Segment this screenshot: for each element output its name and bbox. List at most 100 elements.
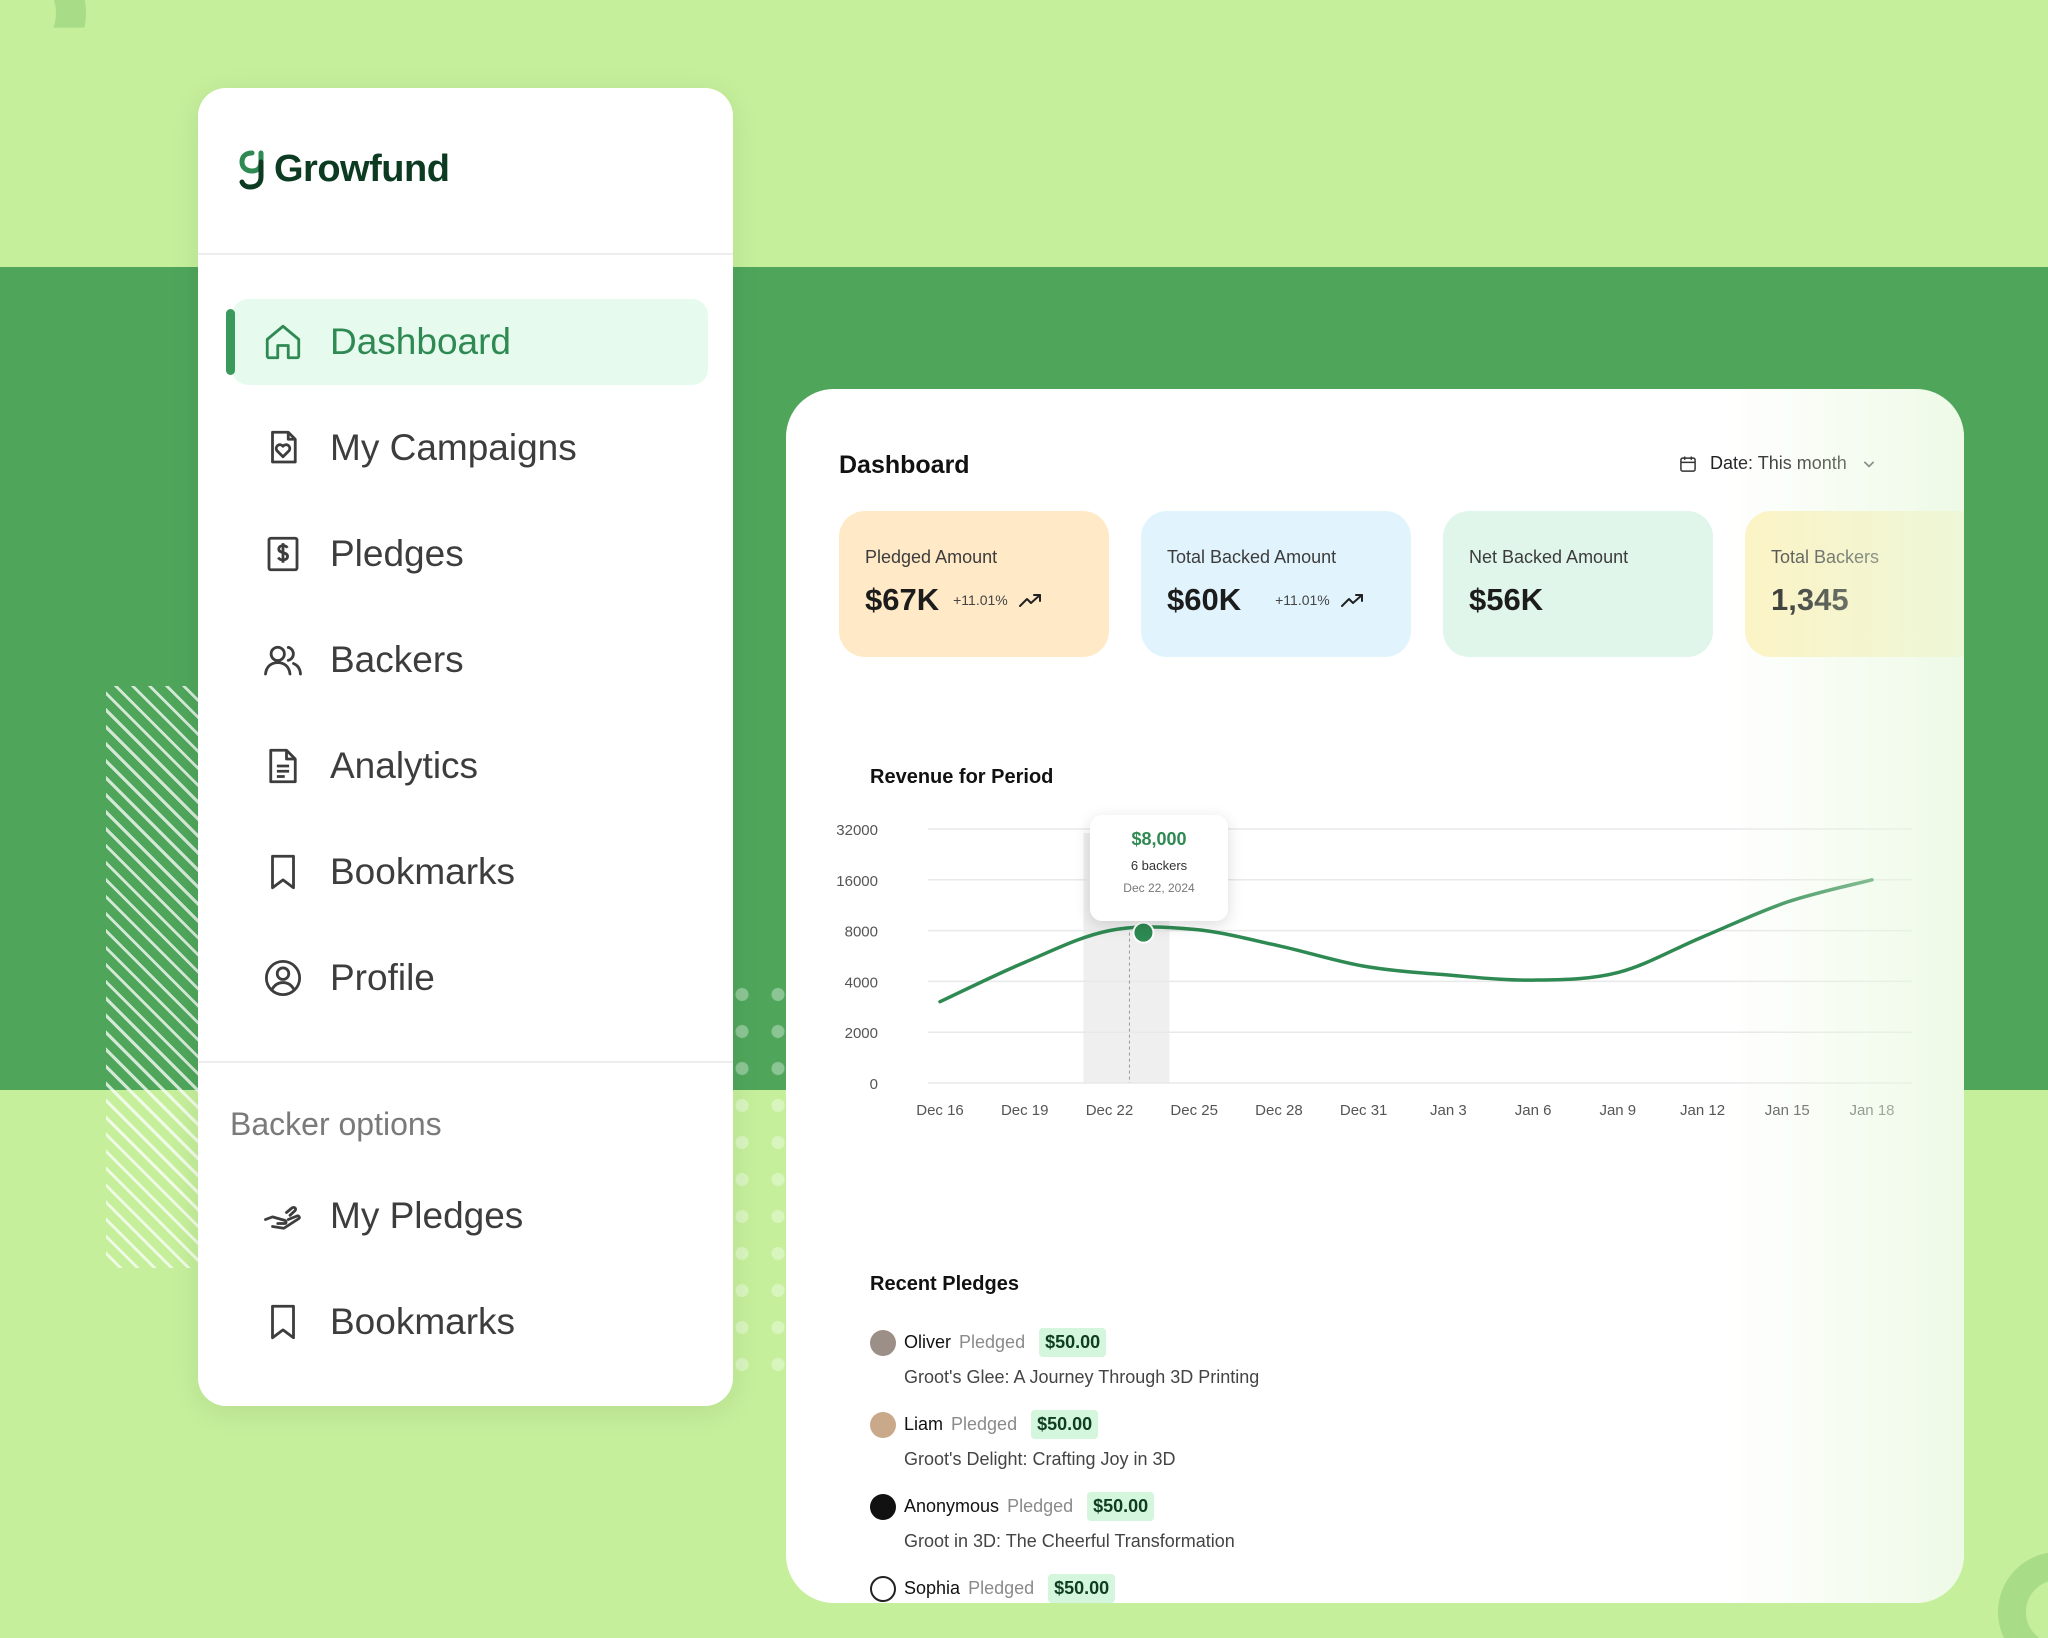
sidebar-item-label: My Campaigns [330,427,577,468]
stat-card-total-backed[interactable]: Total Backed Amount $60K +11.01% [1141,511,1411,657]
list-item[interactable]: Anonymous Pledged $50.00 Groot in 3D: Th… [870,1492,1235,1552]
sidebar-item-label: Profile [330,957,435,998]
x-tick-label: Dec 22 [1086,1102,1134,1119]
sidebar-item-bookmarks[interactable]: Bookmarks [232,829,708,915]
y-tick-label: 16000 [836,873,878,890]
x-tick-label: Jan 18 [1849,1102,1894,1119]
x-tick-label: Jan 9 [1599,1102,1636,1119]
pledge-name: Sophia [904,1578,961,1598]
decorative-dots [724,976,788,1376]
decorative-arc [0,0,86,28]
card-change: +11.01% [1275,592,1330,608]
section-label-backer-options: Backer options [230,1106,442,1142]
pledge-amount: $50.00 [1039,1328,1107,1357]
trend-up-icon [1340,594,1363,607]
decorative-arc [1998,1552,2048,1638]
app-logo[interactable]: Growfund [238,148,450,191]
pledge-verb: Pledged [959,1332,1026,1352]
y-tick-label: 2000 [845,1025,878,1042]
x-tick-label: Dec 31 [1340,1102,1388,1119]
chart-tooltip: $8,000 6 backers Dec 22, 2024 [1090,815,1228,921]
x-tick-label: Jan 15 [1765,1102,1810,1119]
chart-title: Revenue for Period [870,766,1054,788]
card-value: 1,345 [1771,582,1849,617]
card-label: Total Backed Amount [1167,547,1337,567]
stat-card-total-backers[interactable]: Total Backers 1,345 [1745,511,1964,657]
recent-pledges-title: Recent Pledges [870,1273,1019,1295]
x-tick-label: Dec 25 [1170,1102,1218,1119]
revenue-chart[interactable]: 32000 16000 8000 4000 2000 0 Dec 16 Dec 19 Dec 2… [836,799,1942,1129]
card-value: $67K [865,582,940,617]
hand-pledge-icon [264,1205,301,1230]
sidebar: Growfund Dashboard My Campaigns Pledges … [198,88,733,1406]
x-tick-label: Jan 6 [1515,1102,1552,1119]
avatar [870,1493,896,1520]
avatar [870,1411,896,1438]
growfund-logo-icon [239,150,264,190]
x-tick-label: Jan 12 [1680,1102,1725,1119]
campaign-heart-icon [271,430,297,464]
list-item[interactable]: Oliver Pledged $50.00 Groot's Glee: A Jo… [870,1328,1259,1388]
date-filter-label: Date: This month [1710,453,1847,473]
pledge-verb: Pledged [951,1414,1018,1434]
sidebar-item-my-pledges[interactable]: My Pledges [232,1173,708,1259]
sidebar-item-pledges[interactable]: Pledges [232,511,708,597]
users-icon [264,645,302,676]
divider [198,1061,733,1063]
series-line [938,878,1874,1004]
y-tick-label: 8000 [845,924,878,941]
sidebar-item-backer-bookmarks[interactable]: Bookmarks [232,1279,708,1365]
tooltip-amount: $8,000 [1131,829,1187,849]
pledge-campaign[interactable]: Groot's Delight: Crafting Joy in 3D [904,1449,1176,1469]
sidebar-item-label: Backers [330,639,464,680]
pledge-verb: Pledged [968,1578,1035,1598]
document-icon [269,748,297,784]
trend-up-icon [1018,594,1041,607]
home-icon [265,324,301,360]
sidebar-item-dashboard[interactable]: Dashboard [226,299,708,385]
sidebar-item-label: Bookmarks [330,1301,516,1342]
pledge-campaign[interactable]: Groot's Glee: A Journey Through 3D Print… [904,1367,1260,1387]
dollar-receipt-icon [267,536,299,572]
sidebar-item-my-campaigns[interactable]: My Campaigns [232,405,708,491]
stat-card-pledged[interactable]: Pledged Amount $67K +11.01% [839,511,1109,657]
pledge-name: Oliver [904,1332,952,1352]
tooltip-backers: 6 backers [1130,858,1188,873]
y-tick-label: 0 [870,1076,878,1093]
card-label: Pledged Amount [865,547,998,567]
card-label: Total Backers [1771,547,1880,567]
sidebar-item-label: Dashboard [330,321,512,362]
avatar [870,1575,896,1602]
list-item[interactable]: Sophia Pledged $50.00 [870,1574,1116,1603]
sidebar-item-backers[interactable]: Backers [232,617,708,703]
x-tick-label: Dec 16 [916,1102,964,1119]
divider [198,253,733,255]
x-tick-label: Dec 28 [1255,1102,1303,1119]
sidebar-item-label: Pledges [330,533,464,574]
user-circle-icon [264,959,302,997]
card-label: Net Backed Amount [1469,547,1629,567]
pledge-amount: $50.00 [1087,1492,1155,1521]
sidebar-item-profile[interactable]: Profile [232,935,708,1021]
pledge-campaign[interactable]: Groot in 3D: The Cheerful Transformation [904,1531,1235,1551]
avatar [870,1329,896,1356]
y-tick-label: 32000 [836,822,878,839]
sidebar-item-analytics[interactable]: Analytics [232,723,708,809]
list-item[interactable]: Liam Pledged $50.00 Groot's Delight: Cra… [870,1410,1176,1470]
sidebar-item-label: Bookmarks [330,851,516,892]
chevron-down-icon [1863,461,1874,468]
stat-card-net-backed[interactable]: Net Backed Amount $56K [1443,511,1713,657]
sidebar-item-label: My Pledges [330,1195,524,1236]
date-filter-dropdown[interactable]: Date: This month [1678,453,1879,474]
card-value: $60K [1167,582,1242,617]
sidebar-item-label: Analytics [330,745,479,786]
decorative-stripes [106,686,202,1268]
card-value: $56K [1469,582,1544,617]
x-tick-label: Dec 19 [1001,1102,1049,1119]
bookmark-icon [271,854,295,890]
y-tick-label: 4000 [845,974,878,991]
pledge-verb: Pledged [1007,1496,1074,1516]
app-name: Growfund [274,148,450,190]
calendar-icon [1680,456,1696,472]
hover-point[interactable] [1132,921,1155,944]
